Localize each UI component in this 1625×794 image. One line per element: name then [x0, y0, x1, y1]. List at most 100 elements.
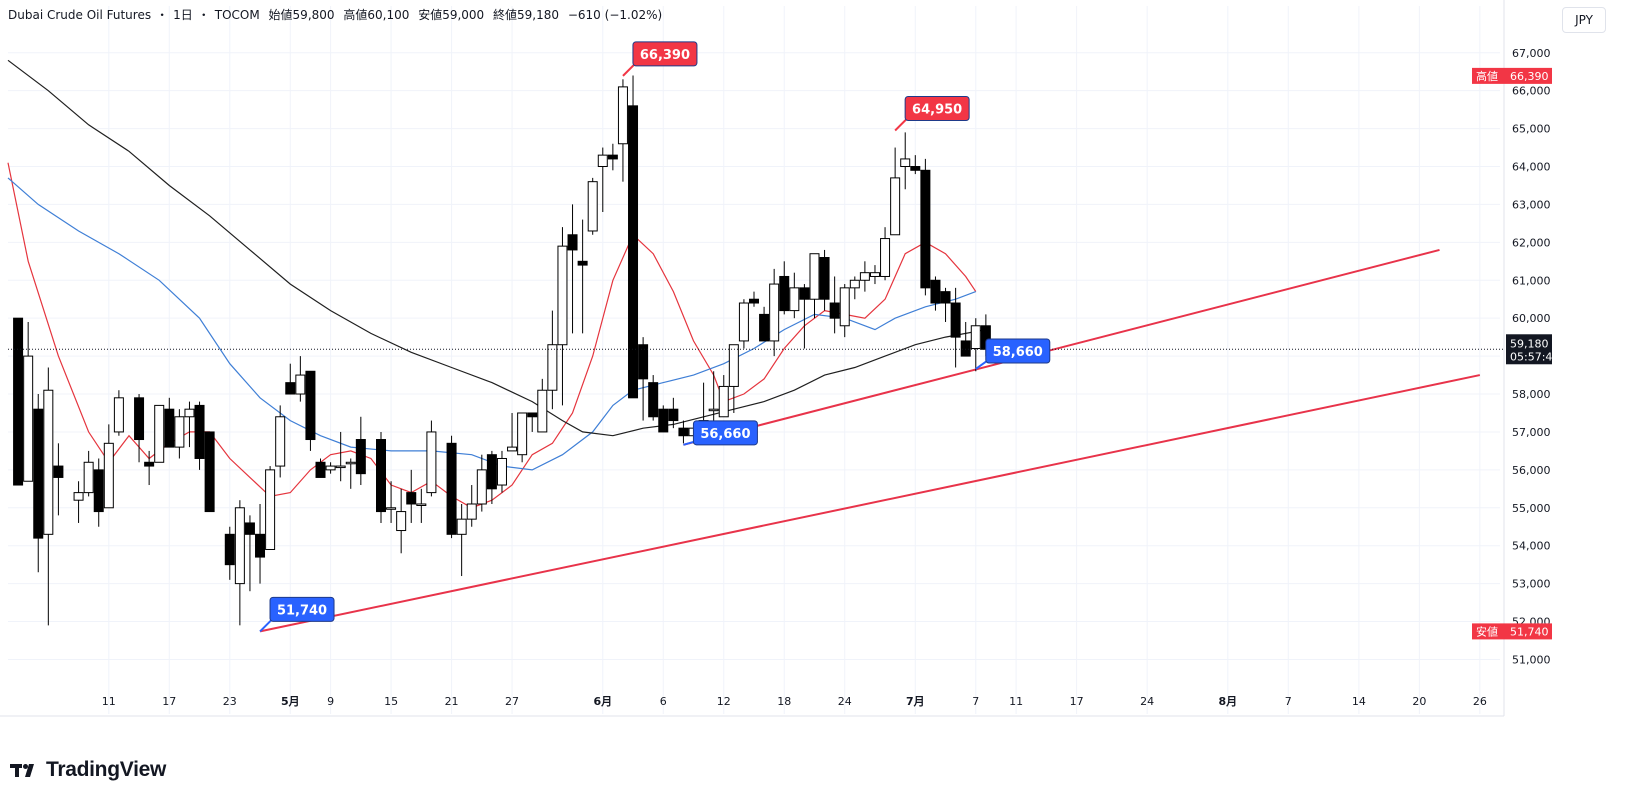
trendline[interactable]: [683, 248, 1440, 446]
candle[interactable]: [839, 284, 850, 338]
candle[interactable]: [486, 450, 497, 504]
candle[interactable]: [678, 420, 689, 444]
candle[interactable]: [83, 450, 94, 497]
candle[interactable]: [557, 227, 568, 406]
candle[interactable]: [960, 321, 971, 357]
candle[interactable]: [416, 488, 427, 523]
price-callout[interactable]: 51,740: [259, 596, 335, 633]
candle[interactable]: [184, 401, 195, 448]
candle[interactable]: [23, 321, 34, 482]
candle[interactable]: [869, 265, 880, 285]
candle[interactable]: [628, 75, 639, 399]
candle[interactable]: [103, 424, 114, 509]
candle[interactable]: [900, 132, 911, 190]
candle[interactable]: [970, 318, 981, 372]
price-callout[interactable]: 66,390: [622, 41, 698, 77]
candle[interactable]: [849, 276, 860, 300]
brand-logo[interactable]: TradingView: [10, 758, 166, 782]
candle[interactable]: [194, 401, 205, 470]
candle[interactable]: [73, 481, 84, 523]
candle[interactable]: [829, 276, 840, 334]
candle[interactable]: [738, 299, 749, 349]
candle[interactable]: [33, 394, 44, 573]
candle[interactable]: [577, 219, 588, 334]
candle[interactable]: [476, 454, 487, 512]
candle[interactable]: [43, 367, 54, 626]
candle[interactable]: [527, 412, 538, 432]
candle[interactable]: [769, 268, 780, 357]
candle[interactable]: [134, 394, 145, 463]
candle[interactable]: [920, 158, 931, 296]
candle[interactable]: [224, 526, 235, 580]
candle[interactable]: [537, 378, 548, 433]
candle[interactable]: [587, 177, 598, 235]
candle[interactable]: [597, 147, 608, 213]
candle[interactable]: [759, 306, 770, 342]
candle[interactable]: [658, 405, 669, 433]
candle[interactable]: [668, 397, 679, 429]
candle[interactable]: [13, 317, 24, 486]
candle[interactable]: [446, 435, 457, 539]
candle[interactable]: [386, 481, 397, 523]
candle[interactable]: [859, 261, 870, 292]
candle[interactable]: [53, 443, 64, 516]
candle[interactable]: [648, 375, 659, 421]
candle[interactable]: [496, 450, 507, 493]
candle[interactable]: [244, 515, 255, 592]
candle[interactable]: [154, 404, 165, 463]
candle[interactable]: [617, 79, 628, 182]
candle[interactable]: [355, 416, 366, 486]
candle[interactable]: [638, 337, 649, 421]
candle[interactable]: [426, 420, 437, 497]
candle[interactable]: [728, 344, 739, 413]
candle[interactable]: [325, 462, 336, 474]
candle[interactable]: [789, 272, 800, 319]
candle[interactable]: [517, 412, 528, 463]
candle[interactable]: [113, 390, 124, 436]
price-callout[interactable]: 58,660: [975, 338, 1051, 370]
candle[interactable]: [799, 284, 810, 349]
candle[interactable]: [809, 253, 820, 319]
candle[interactable]: [305, 370, 316, 451]
candle[interactable]: [144, 450, 155, 486]
candle[interactable]: [164, 397, 175, 448]
candle[interactable]: [406, 469, 417, 523]
candle[interactable]: [890, 147, 901, 236]
candle[interactable]: [376, 431, 386, 523]
candle[interactable]: [335, 431, 346, 482]
candle[interactable]: [880, 227, 891, 281]
candle[interactable]: [396, 488, 407, 554]
candle[interactable]: [910, 155, 921, 175]
candle[interactable]: [234, 500, 245, 626]
candle[interactable]: [718, 375, 729, 418]
candle[interactable]: [174, 409, 185, 459]
candle[interactable]: [819, 249, 830, 311]
candle[interactable]: [466, 485, 477, 527]
candle[interactable]: [285, 363, 296, 395]
candle[interactable]: [749, 291, 759, 307]
candle[interactable]: [456, 503, 467, 577]
currency-button[interactable]: JPY: [1562, 7, 1606, 33]
candle[interactable]: [93, 458, 104, 527]
candle[interactable]: [567, 204, 578, 334]
candle[interactable]: [940, 287, 951, 322]
interval-label[interactable]: 1日: [173, 8, 193, 22]
candle[interactable]: [295, 356, 306, 402]
price-callout[interactable]: 56,660: [683, 420, 758, 446]
candle[interactable]: [779, 261, 790, 315]
candle[interactable]: [547, 310, 558, 410]
candle[interactable]: [950, 287, 961, 368]
candle[interactable]: [315, 458, 326, 478]
candle[interactable]: [607, 143, 618, 171]
price-callout[interactable]: 64,950: [894, 95, 970, 132]
candle[interactable]: [930, 276, 941, 311]
candle[interactable]: [204, 431, 215, 513]
candle[interactable]: [345, 458, 356, 489]
candle[interactable]: [507, 412, 518, 452]
candle[interactable]: [275, 405, 286, 478]
candle[interactable]: [265, 466, 276, 550]
trendline[interactable]: [259, 374, 1481, 633]
candle[interactable]: [255, 503, 266, 584]
